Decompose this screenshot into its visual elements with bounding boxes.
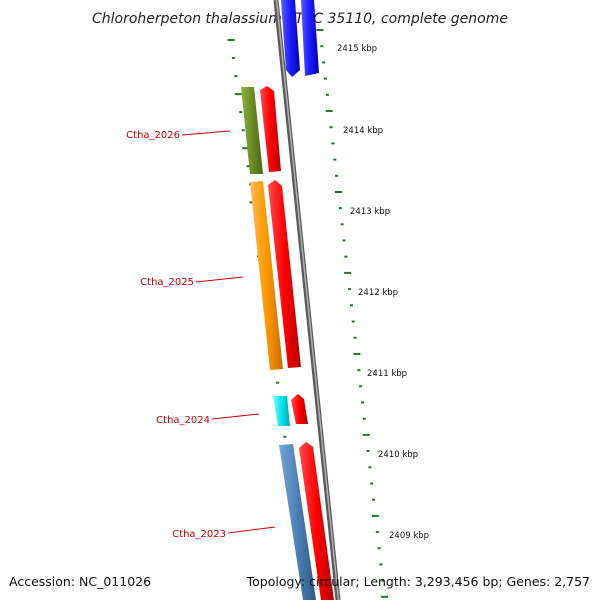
gene-blue-forward[interactable] [301, 0, 319, 76]
map-title: Chloroherpeton thalassium ATCC 35110, co… [92, 11, 508, 27]
leader-line [181, 130, 231, 136]
leader-line [227, 526, 276, 534]
kbp-label: 2413 kbp [350, 207, 390, 217]
genome-backbone [273, 0, 341, 600]
accession-text: Accession: NC_011026 [9, 574, 151, 589]
kbp-label: 2414 kbp [343, 126, 383, 136]
gene-labels: Ctha_2026 Ctha_2025 Ctha_2024 Ctha_2023 [126, 130, 276, 540]
gene-ctha-2024[interactable] [273, 396, 290, 426]
gene-label-ctha-2024[interactable]: Ctha_2024 [156, 413, 260, 426]
leader-line [195, 276, 244, 283]
gene-ctha-2023-partner[interactable] [299, 442, 334, 600]
gene-label-ctha-2025[interactable]: Ctha_2025 [140, 276, 244, 288]
kbp-label: 2409 kbp [389, 531, 429, 541]
kbp-label: 2415 kbp [337, 44, 377, 54]
gene-ctha-2026-partner[interactable] [260, 86, 281, 172]
gene-label-ctha-2024-text: Ctha_2024 [156, 415, 210, 426]
gene-label-ctha-2023-text: Ctha_2023 [172, 529, 226, 540]
gene-label-ctha-2026-text: Ctha_2026 [126, 130, 180, 141]
kbp-scale: 2415 kbp 2414 kbp 2413 kbp 2412 kbp 2411… [337, 44, 429, 541]
kbp-label: 2410 kbp [378, 450, 418, 460]
gene-ctha-2025-partner[interactable] [268, 180, 301, 368]
gene-label-ctha-2025-text: Ctha_2025 [140, 277, 194, 288]
leader-line [211, 413, 260, 420]
gene-ctha-2025[interactable] [250, 181, 283, 370]
kbp-label: 2412 kbp [358, 288, 398, 298]
genome-summary-text: Topology: circular; Length: 3,293,456 bp… [246, 574, 590, 589]
gene-features [241, 0, 334, 600]
gene-label-ctha-2023[interactable]: Ctha_2023 [172, 526, 276, 540]
gene-blue-reverse[interactable] [281, 0, 300, 77]
gene-label-ctha-2026[interactable]: Ctha_2026 [126, 130, 231, 141]
kbp-label: 2411 kbp [367, 369, 407, 379]
outer-tick-marks [316, 29, 389, 598]
gene-ctha-2026[interactable] [241, 87, 263, 174]
gene-ctha-2023[interactable] [279, 444, 316, 600]
gene-ctha-2024-partner[interactable] [291, 394, 308, 424]
